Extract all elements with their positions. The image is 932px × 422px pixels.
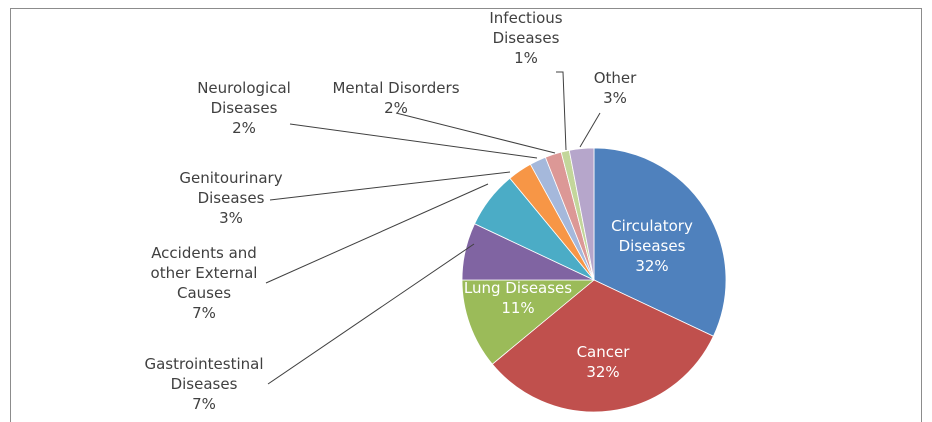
data-label: Genitourinary Diseases 3% bbox=[171, 168, 291, 228]
data-label: Mental Disorders 2% bbox=[316, 78, 476, 118]
pie-slice bbox=[593, 147, 727, 337]
data-label: Circulatory Diseases 32% bbox=[597, 216, 707, 276]
category-label: Circulatory Diseases bbox=[611, 217, 693, 255]
leader-line bbox=[289, 123, 538, 159]
leader-line bbox=[579, 112, 601, 148]
value-label: 7% bbox=[192, 304, 216, 322]
leader-line bbox=[269, 171, 511, 201]
value-label: 7% bbox=[192, 395, 216, 413]
data-label: Accidents and other External Causes 7% bbox=[139, 243, 269, 323]
value-label: 11% bbox=[501, 299, 535, 317]
leader-line bbox=[395, 112, 556, 154]
pie-slice bbox=[491, 279, 714, 413]
data-label: Gastrointestinal Diseases 7% bbox=[134, 354, 274, 414]
pie-slice bbox=[568, 147, 595, 281]
leader-line bbox=[265, 183, 489, 284]
frame bbox=[10, 8, 922, 422]
category-label: Infectious Diseases bbox=[489, 9, 563, 47]
value-label: 32% bbox=[586, 363, 620, 381]
chart-border bbox=[10, 8, 922, 422]
category-label: Neurological Diseases bbox=[197, 79, 291, 117]
value-label: 32% bbox=[635, 257, 669, 275]
data-label: Infectious Diseases 1% bbox=[476, 8, 576, 68]
data-label: Lung Diseases 11% bbox=[448, 278, 588, 318]
category-label: Gastrointestinal Diseases bbox=[144, 355, 264, 393]
pie bbox=[461, 147, 727, 413]
pie-slice bbox=[461, 279, 596, 365]
data-label: Cancer 32% bbox=[543, 342, 663, 382]
leader-line bbox=[267, 243, 475, 385]
data-label: Neurological Diseases 2% bbox=[184, 78, 304, 138]
category-label: Accidents and other External Causes bbox=[150, 244, 258, 302]
category-label: Cancer bbox=[576, 343, 630, 361]
category-label: Genitourinary Diseases bbox=[179, 169, 283, 207]
value-label: 3% bbox=[219, 209, 243, 227]
category-label: Lung Diseases bbox=[463, 279, 573, 297]
value-label: 3% bbox=[603, 89, 627, 107]
leader-line bbox=[556, 71, 567, 151]
leader-lines bbox=[265, 71, 601, 385]
data-label: Other 3% bbox=[575, 68, 655, 108]
value-label: 2% bbox=[232, 119, 256, 137]
value-label: 1% bbox=[514, 49, 538, 67]
category-label: Mental Disorders bbox=[332, 79, 460, 97]
value-label: 2% bbox=[384, 99, 408, 117]
category-label: Other bbox=[593, 69, 637, 87]
